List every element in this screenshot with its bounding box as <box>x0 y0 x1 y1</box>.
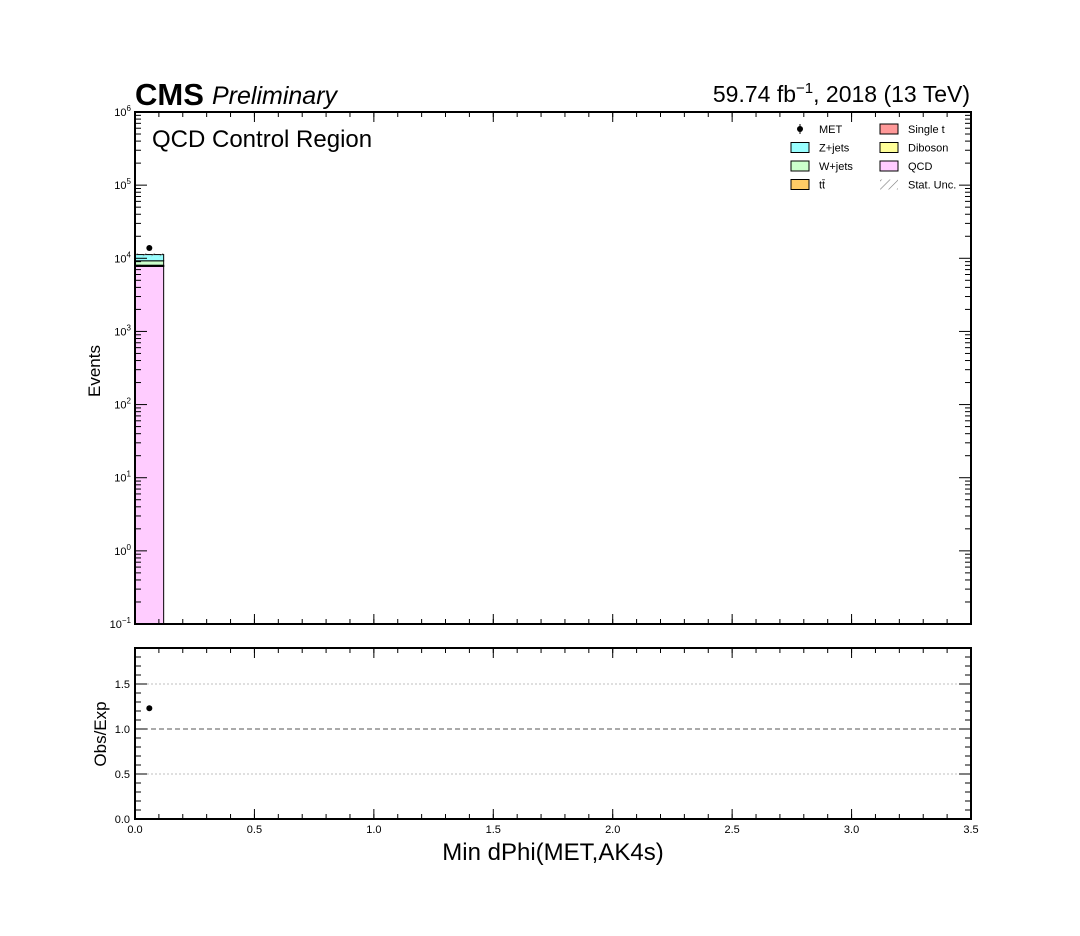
y-tick-label: 104 <box>114 250 131 265</box>
legend-label-stat-unc-: Stat. Unc. <box>908 180 956 192</box>
experiment-label: CMS <box>135 77 204 112</box>
legend-label-qcd: QCD <box>908 161 933 173</box>
legend-label-tt-: tt̄ <box>819 179 825 191</box>
ratio-grid <box>135 683 971 775</box>
ratio-tick-label: 0.0 <box>115 814 130 826</box>
x-tick-label: 2.0 <box>605 824 620 836</box>
y-tick-label: 10−1 <box>110 616 132 631</box>
legend-swatch-stat-unc- <box>880 179 898 190</box>
ratio-ticks <box>134 648 972 820</box>
legend: MET Single t Z+jets Diboson W+jets QCD tt̄ Stat… <box>790 123 956 192</box>
x-tick-label: 2.5 <box>724 824 739 836</box>
data-points <box>146 245 153 252</box>
y-tick-label: 100 <box>114 543 131 558</box>
x-tick-labels: 0.0 0.5 1.0 1.5 2.0 2.5 3.0 3.5 <box>127 824 978 836</box>
x-tick-label: 1.0 <box>366 824 381 836</box>
x-axis-label: Min dPhi(MET,AK4s) <box>442 839 663 866</box>
ratio-frame <box>134 647 972 820</box>
legend-label-single-t: Single t <box>908 124 945 136</box>
y-tick-label: 105 <box>114 177 131 192</box>
y-tick-label: 102 <box>114 397 131 412</box>
lumi-label: 59.74 fb−1, 2018 (13 TeV) <box>713 80 970 107</box>
lumi-suffix: , 2018 (13 TeV) <box>813 81 970 107</box>
ratio-point <box>146 705 153 712</box>
stack-bars <box>134 253 165 625</box>
legend-label-diboson: Diboson <box>908 143 948 155</box>
legend-label-z-jets: Z+jets <box>819 143 850 155</box>
main-frame <box>134 111 972 625</box>
data-point <box>146 245 153 252</box>
region-annotation: QCD Control Region <box>152 126 372 153</box>
x-tick-label: 0.0 <box>127 824 142 836</box>
status-label: Preliminary <box>212 82 339 110</box>
legend-label-met: MET <box>819 124 843 136</box>
x-tick-label: 1.5 <box>486 824 501 836</box>
y-tick-label: 103 <box>114 323 131 338</box>
x-tick-label: 3.0 <box>844 824 859 836</box>
x-tick-label: 3.5 <box>963 824 978 836</box>
legend-swatch-qcd <box>879 160 899 172</box>
ratio-tick-labels: 0.0 0.5 1.0 1.5 <box>115 679 130 826</box>
main-panel: 10−1 100 101 102 103 104 105 106 QCD Control Re… <box>85 104 972 631</box>
legend-swatch-z-jets <box>790 142 810 153</box>
ratio-tick-label: 1.0 <box>115 724 130 736</box>
ratio-panel: 0.0 0.5 1.0 1.5 Obs/Exp 0.0 0.5 1.0 1.5 2.0 2.5 3… <box>91 647 979 866</box>
legend-label-w-jets: W+jets <box>819 161 853 173</box>
lumi-exponent: −1 <box>796 80 813 97</box>
y-tick-label: 101 <box>114 470 131 485</box>
bar-qcd <box>134 265 165 625</box>
lumi-prefix: 59.74 fb <box>713 81 796 107</box>
ratio-tick-label: 0.5 <box>115 769 130 781</box>
y-tick-labels: 10−1 100 101 102 103 104 105 106 <box>110 104 132 631</box>
stat-unc-band <box>135 253 164 257</box>
ratio-tick-label: 1.5 <box>115 679 130 691</box>
main-ticks <box>134 111 972 625</box>
y-tick-label: 106 <box>114 104 131 119</box>
y-axis-label: Events <box>85 345 104 397</box>
legend-swatch-tt- <box>790 179 810 190</box>
ratio-points <box>146 705 153 712</box>
legend-swatch-single-t <box>879 123 899 135</box>
ratio-y-axis-label: Obs/Exp <box>91 701 110 766</box>
legend-swatch-diboson <box>879 142 899 153</box>
legend-marker-met <box>797 126 803 132</box>
x-tick-label: 0.5 <box>247 824 262 836</box>
legend-swatch-w-jets <box>790 160 810 172</box>
